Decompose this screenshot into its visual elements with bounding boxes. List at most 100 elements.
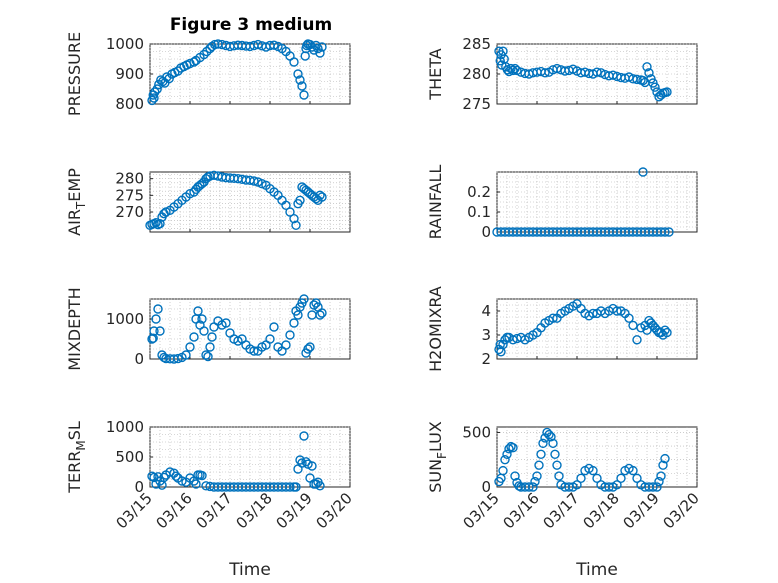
data-point <box>540 68 550 78</box>
data-point <box>153 304 163 314</box>
data-point <box>191 479 201 489</box>
y-tick-label: 800 <box>115 95 144 113</box>
subplot-sun-flux: 050003/1503/1603/1703/1803/1903/20TimeSU… <box>426 421 703 580</box>
data-point <box>508 443 518 453</box>
data-point <box>159 472 169 483</box>
data-point <box>295 195 305 206</box>
y-tick-label: 0 <box>134 350 144 368</box>
y-axis-label: THETA <box>426 48 445 100</box>
y-tick-label: 270 <box>115 203 144 221</box>
y-tick-label: 0.2 <box>467 183 491 201</box>
data-point <box>189 57 199 67</box>
data-point <box>313 43 323 54</box>
data-point <box>147 95 157 106</box>
data-point <box>546 432 556 442</box>
data-point <box>498 339 508 350</box>
data-point <box>500 455 510 465</box>
data-point <box>295 75 305 85</box>
data-point <box>660 227 670 237</box>
y-axis-label: H2OMIXRA <box>426 286 445 372</box>
data-point <box>149 93 159 103</box>
x-tick-label: 03/19 <box>273 489 316 532</box>
data-point <box>189 332 199 342</box>
subplot-terr-msl: 0500100003/1503/1603/1703/1803/1903/20Ti… <box>65 418 356 580</box>
subplot-h2omixra: 2 3 4 H2OMIXRA <box>426 286 698 372</box>
data-point <box>201 350 211 360</box>
data-point <box>624 313 634 323</box>
data-point <box>197 314 207 324</box>
data-point <box>205 342 215 352</box>
data-point <box>550 449 560 459</box>
data-point <box>269 322 279 332</box>
y-tick-label: 280 <box>462 65 491 83</box>
subplot-theta: 275 280 285 THETA <box>426 35 698 113</box>
y-tick-label: 500 <box>115 448 144 466</box>
data-point <box>572 480 582 490</box>
data-point <box>650 82 660 92</box>
data-point <box>299 294 309 304</box>
y-tick-label: 1000 <box>106 310 144 328</box>
data-point <box>548 313 558 323</box>
y-tick-label: 500 <box>462 423 491 441</box>
y-tick-label: 1000 <box>106 35 144 53</box>
x-axis-label: Time <box>575 560 618 580</box>
y-tick-label: 2 <box>481 350 491 368</box>
data-point <box>592 473 602 483</box>
data-point <box>293 69 303 79</box>
data-point <box>502 449 512 459</box>
data-point <box>664 227 674 237</box>
data-point <box>662 327 672 338</box>
data-point <box>155 326 165 336</box>
y-tick-label: 900 <box>115 65 144 83</box>
data-point <box>552 460 562 470</box>
data-point <box>249 346 259 356</box>
x-tick-label: 03/20 <box>313 489 356 532</box>
data-point <box>203 351 213 362</box>
data-point <box>221 318 231 328</box>
y-axis-label: TERRMSL <box>65 421 88 494</box>
data-point <box>281 340 291 350</box>
x-tick-label: 03/17 <box>193 489 236 532</box>
data-point <box>532 471 542 481</box>
x-tick-label: 03/16 <box>153 489 196 532</box>
data-point <box>297 458 307 468</box>
data-point <box>299 90 309 100</box>
data-point <box>159 352 169 363</box>
data-point <box>495 339 505 350</box>
data-point <box>544 429 554 440</box>
data-point <box>498 465 508 476</box>
data-point <box>202 46 212 57</box>
data-point <box>285 207 295 217</box>
data-point <box>289 213 299 224</box>
data-point <box>269 40 279 50</box>
data-point <box>510 471 520 481</box>
data-point <box>588 465 598 476</box>
figure-title: Figure 3 medium <box>170 15 332 35</box>
y-tick-label: 3 <box>481 326 491 344</box>
y-tick-label: 275 <box>115 186 144 204</box>
x-tick-label: 03/16 <box>500 489 543 532</box>
data-point <box>289 57 299 67</box>
y-tick-label: 1000 <box>106 418 144 436</box>
data-point <box>317 192 327 202</box>
data-point <box>616 473 626 483</box>
y-tick-label: 0 <box>481 478 491 496</box>
data-point <box>307 461 317 471</box>
data-point <box>662 87 672 97</box>
data-point <box>155 218 165 229</box>
data-point <box>291 220 301 231</box>
data-point <box>299 431 309 441</box>
data-point <box>632 74 642 85</box>
data-point <box>151 314 161 324</box>
data-point <box>281 200 291 211</box>
data-point <box>147 471 157 481</box>
data-point <box>528 482 538 492</box>
data-point <box>173 353 183 364</box>
y-tick-label: 4 <box>481 302 491 320</box>
data-point <box>199 326 209 336</box>
data-point <box>538 438 548 449</box>
y-tick-label: 285 <box>462 35 491 53</box>
data-point <box>265 334 275 344</box>
data-point <box>199 49 209 60</box>
